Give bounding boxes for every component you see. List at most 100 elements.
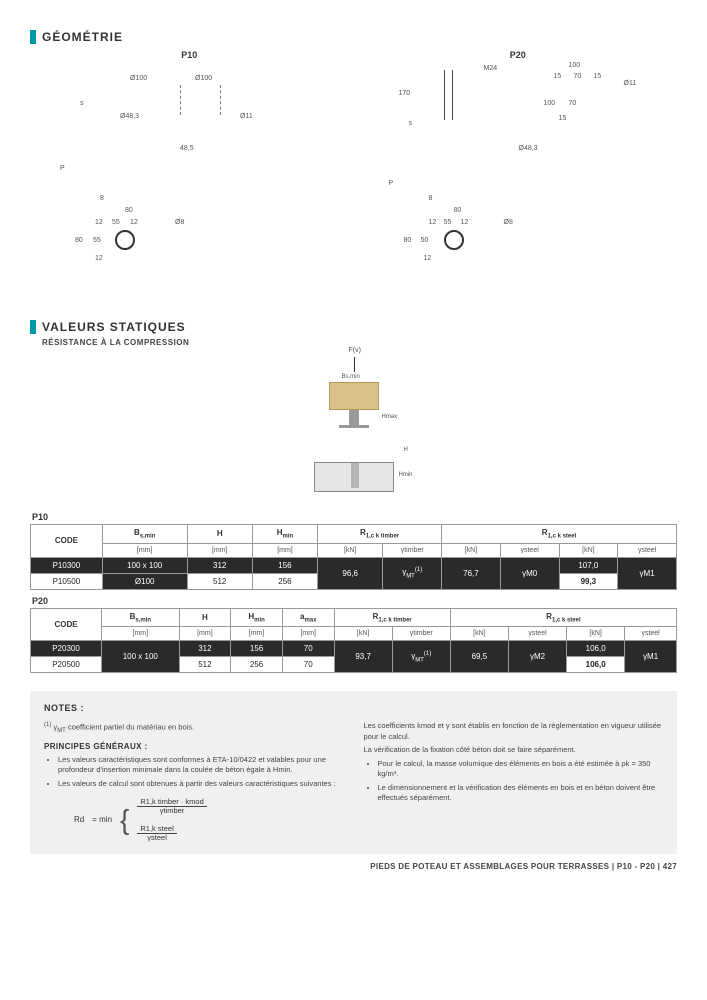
th-h: H [179,608,231,627]
dim-d11: Ø11 [240,113,253,120]
vline [452,70,453,120]
dim-d48: Ø48,3 [120,113,139,120]
formula-eq: = min [92,815,112,824]
cell-rty: γMT(1) [383,557,442,589]
note-r1: Les coefficients kmod et γ sont établis … [364,721,664,742]
dim-80: 80 [125,207,133,214]
hmax-label: Hmax [382,414,398,420]
dim-15: 15 [554,73,562,80]
dim-55: 55 [112,219,120,226]
cell-hmin: 256 [252,573,317,589]
compression-diagram: F(v) Bs,min Hmax H Hmin [254,352,454,502]
th-r1steel: R1,c k steel [442,525,677,544]
dim-70: 70 [569,100,577,107]
th-hmin: Hmin [231,608,283,627]
static-header: VALEURS STATIQUES [30,320,677,334]
unit-kn: [kN] [450,627,508,641]
geometry-header: GÉOMÉTRIE [30,30,677,44]
cell-h: 312 [187,557,252,573]
cell-rskn2: 107,0 [559,557,618,573]
dim-d100-2: Ø100 [195,75,212,82]
cell-rskn2: 106,0 [567,657,625,673]
table-p20-label: P20 [32,596,677,606]
steel-plate [339,425,369,428]
th-r1timber: R1,c k timber [334,608,450,627]
formula: Rd = min { R1,k timber · kmodγtimber R1,… [74,797,344,842]
th-code: CODE [31,525,103,558]
unit-ytimber: γtimber [383,543,442,557]
cell-code: P20500 [31,657,102,673]
cell-h: 512 [187,573,252,589]
dim-55: 55 [444,219,452,226]
cell-rskn2: 99,3 [559,573,618,589]
bolt-circle [444,230,464,250]
dim-s: s [409,120,413,127]
cell-amax: 70 [282,641,334,657]
dim-d8: Ø8 [175,219,184,226]
dim-d100: Ø100 [130,75,147,82]
th-code: CODE [31,608,102,641]
table-row: P10300 100 x 100 312 156 96,6 γMT(1) 76,… [31,557,677,573]
dim-15: 15 [559,115,567,122]
bolt-circle [115,230,135,250]
cell-amax: 70 [282,657,334,673]
cell-rskn1: 69,5 [450,641,508,673]
cell-hmin: 156 [252,557,317,573]
dim-15: 15 [594,73,602,80]
cell-rtkn: 96,6 [318,557,383,589]
dim-485: 48,5 [180,145,194,152]
cell-rsy2: γM1 [618,557,677,589]
dim-170: 170 [399,90,411,97]
steel-stem [349,410,359,425]
notes-title: NOTES : [44,703,663,713]
th-r1steel: R1,c k steel [450,608,676,627]
table-p10-label: P10 [32,512,677,522]
dim-12: 12 [429,219,437,226]
static-subtitle: RÉSISTANCE À LA COMPRESSION [42,338,677,347]
th-bsmin: Bs,min [102,525,187,544]
unit-mm: [mm] [102,627,180,641]
dim-d11: Ø11 [624,80,637,87]
dim-12: 12 [461,219,469,226]
p20-diagram-bottom: 8 80 12 55 12 Ø8 80 50 12 [359,195,678,295]
dim-d48: Ø48,3 [519,145,538,152]
dim-50: 50 [421,237,429,244]
principles-hdr: PRINCIPES GÉNÉRAUX : [44,742,344,751]
note-r2: La vérification de la fixation côté béto… [364,745,664,756]
dim-m24: M24 [484,65,498,72]
dim-12: 12 [95,219,103,226]
unit-ytimber: γtimber [392,627,450,641]
bsmin-label: Bs,min [342,374,360,380]
page-footer: PIEDS DE POTEAU ET ASSEMBLAGES POUR TERR… [30,862,677,871]
hmin-label: Hmin [399,472,413,478]
geometry-title: GÉOMÉTRIE [42,30,123,44]
formula-rd: Rd [74,815,84,824]
cell-rskn1: 76,7 [442,557,501,589]
th-amax: amax [282,608,334,627]
unit-kn: [kN] [559,543,618,557]
dim-8: 8 [429,195,433,202]
dashed-line [180,85,181,115]
note-r4: Le dimensionnement et la vérification de… [378,783,664,804]
brace-icon: { [120,806,129,834]
dim-12: 12 [130,219,138,226]
table-row: P20300 100 x 100 312 156 70 93,7 γMT(1) … [31,641,677,657]
unit-mm: [mm] [231,627,283,641]
bullet-1: Les valeurs caractéristiques sont confor… [58,755,344,776]
fv-label: F(v) [349,347,361,354]
wood-block [329,382,379,410]
unit-mm: [mm] [187,543,252,557]
unit-kn: [kN] [318,543,383,557]
p10-diagram-bottom: 8 80 12 55 12 Ø8 80 55 12 [30,195,349,295]
cell-hmin: 256 [231,657,283,673]
h-label: H [404,447,408,453]
force-arrow [354,357,355,372]
geometry-diagrams: P10 Ø100 Ø100 s Ø48,3 Ø11 48,5 P 8 80 12… [30,50,677,295]
cell-code: P20300 [31,641,102,657]
frac-den1: γtimber [160,806,185,815]
static-title: VALEURS STATIQUES [42,320,186,334]
dim-12: 12 [424,255,432,262]
dim-100: 100 [569,62,581,69]
accent-bar [30,30,36,44]
dim-12: 12 [95,255,103,262]
